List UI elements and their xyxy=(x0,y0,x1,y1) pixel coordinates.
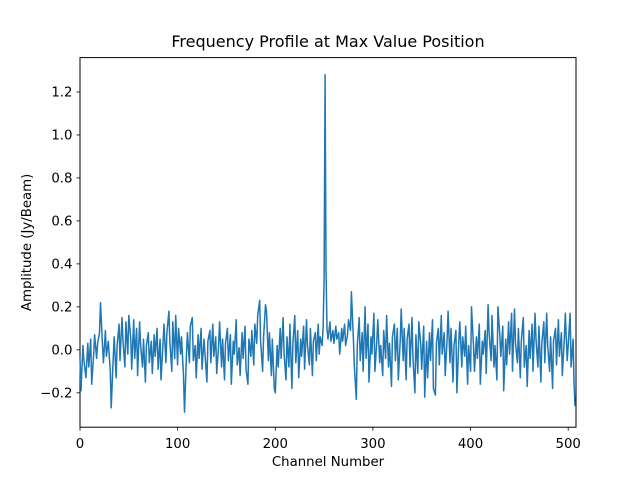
x-tick-label: 0 xyxy=(76,437,84,452)
y-tick-label: 1.0 xyxy=(51,129,72,144)
chart-title: Frequency Profile at Max Value Position xyxy=(171,32,484,51)
y-tick-label: 0.4 xyxy=(51,257,72,272)
x-tick-label: 100 xyxy=(165,437,190,452)
axes-spines xyxy=(79,57,577,428)
y-tick-label: −0.2 xyxy=(40,386,72,401)
y-tick-label: 0.6 xyxy=(51,215,72,230)
x-axis-ticks: 0 100 200 300 400 500 xyxy=(76,427,581,452)
y-tick-label: 1.2 xyxy=(51,86,72,101)
x-axis-label: Channel Number xyxy=(272,455,385,470)
y-axis-label: Amplitude (Jy/Beam) xyxy=(20,174,35,311)
x-tick-label: 400 xyxy=(458,437,483,452)
y-tick-label: 0.0 xyxy=(51,343,72,358)
y-axis-ticks: −0.2 0.0 0.2 0.4 0.6 0.8 1.0 1.2 xyxy=(40,86,80,401)
spectrum-line xyxy=(79,74,576,413)
x-tick-label: 500 xyxy=(555,437,580,452)
y-tick-label: 0.8 xyxy=(51,172,72,187)
x-tick-label: 200 xyxy=(263,437,288,452)
y-tick-label: 0.2 xyxy=(51,300,72,315)
x-tick-label: 300 xyxy=(360,437,385,452)
